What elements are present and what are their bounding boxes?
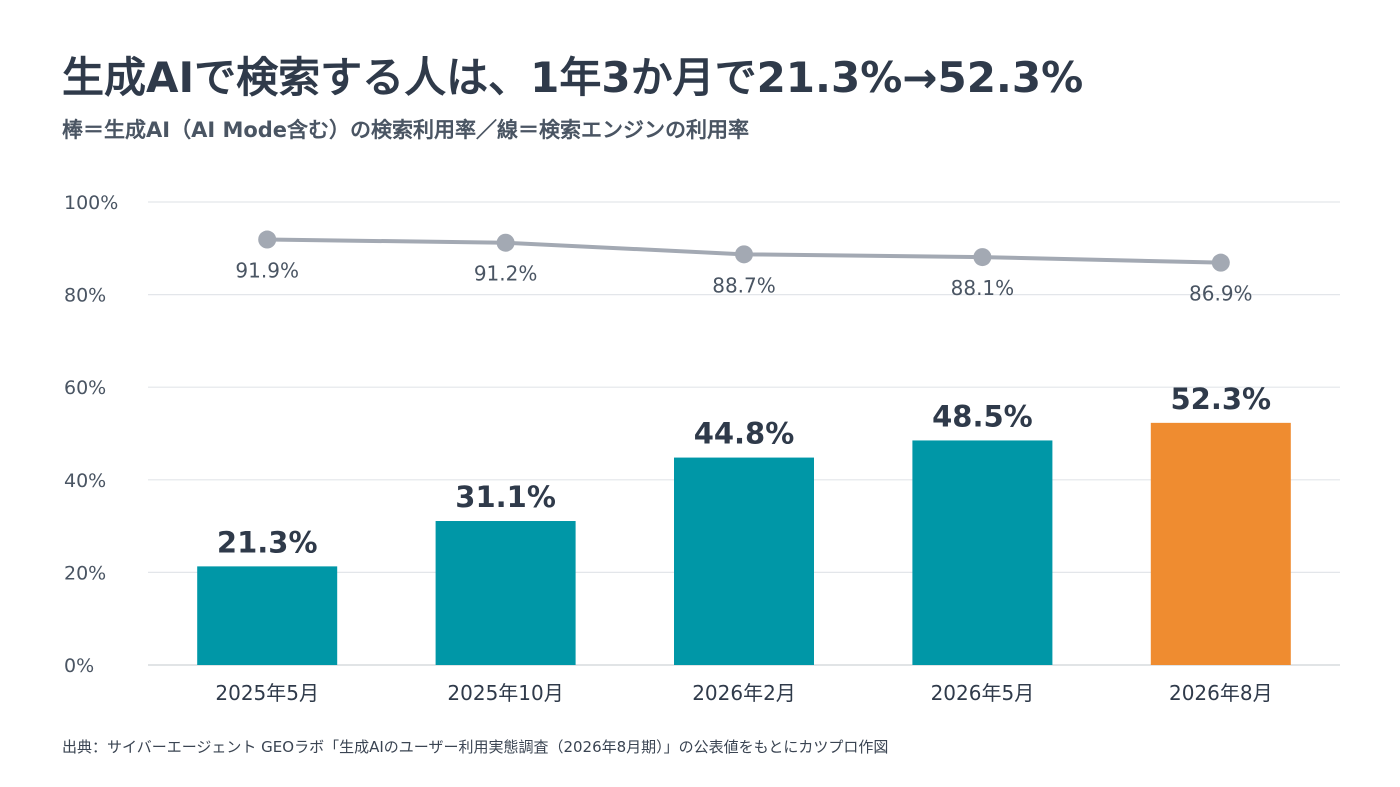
bar-value-label: 21.3%	[217, 525, 318, 559]
line-value-label: 91.9%	[235, 259, 299, 283]
line-point	[258, 230, 277, 249]
x-tick-label: 2026年8月	[1169, 681, 1273, 705]
x-tick-label: 2026年2月	[692, 681, 796, 705]
y-tick-label: 20%	[64, 562, 106, 584]
bar-value-label: 48.5%	[932, 399, 1033, 433]
line-point	[973, 248, 992, 267]
chart-subtitle: 棒＝生成AI（AI Mode含む）の検索利用率／線＝検索エンジンの利用率	[62, 118, 750, 142]
x-tick-label: 2025年10月	[447, 681, 563, 705]
x-tick-label: 2025年5月	[215, 681, 319, 705]
line-point	[496, 233, 515, 252]
y-tick-label: 40%	[64, 470, 106, 492]
bar	[1150, 422, 1291, 665]
y-tick-label: 100%	[64, 192, 118, 214]
bar-value-label: 44.8%	[694, 417, 795, 451]
y-tick-label: 0%	[64, 655, 94, 677]
source-note: 出典：サイバーエージェント GEOラボ「生成AIのユーザー利用実態調査（2026…	[62, 738, 889, 756]
line-point	[735, 245, 753, 264]
line-value-label: 91.2%	[474, 262, 538, 286]
bar	[197, 566, 338, 665]
line-point	[1211, 253, 1230, 272]
y-tick-label: 80%	[64, 285, 106, 307]
chart-title: 生成AIで検索する人は、1年3か月で21.3%→52.3%	[62, 53, 1084, 102]
y-tick-label: 60%	[64, 377, 106, 399]
line-value-label: 88.7%	[712, 273, 776, 297]
bar	[912, 440, 1053, 665]
bar-value-label: 52.3%	[1170, 382, 1271, 416]
x-tick-label: 2026年5月	[931, 681, 1035, 705]
bar-value-label: 31.1%	[455, 480, 556, 514]
bar	[674, 457, 814, 665]
line-value-label: 88.1%	[951, 276, 1015, 300]
line-value-label: 86.9%	[1189, 282, 1253, 306]
bar	[435, 521, 576, 665]
